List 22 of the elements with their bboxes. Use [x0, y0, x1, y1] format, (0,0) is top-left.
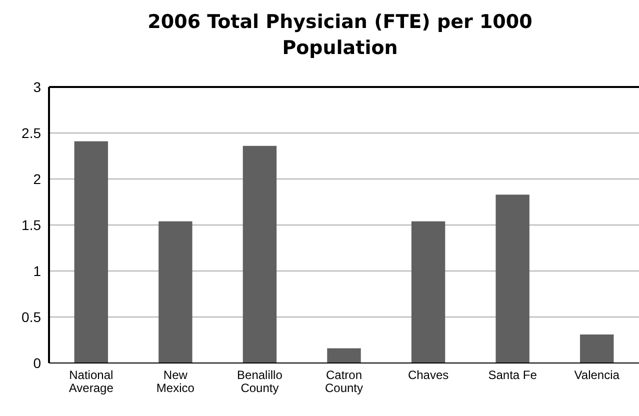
x-tick-label: National Average — [68, 368, 114, 395]
y-tick-label: 1 — [33, 262, 42, 279]
x-tick-label: Benalillo County — [237, 368, 283, 395]
bar — [580, 334, 614, 363]
x-tick-label: Chaves — [408, 368, 449, 382]
x-tick-label: Catron County — [324, 368, 364, 395]
y-tick-label: 0.5 — [22, 308, 42, 325]
y-tick-label: 3 — [33, 78, 42, 95]
bar — [327, 348, 361, 363]
y-tick-label: 2.5 — [22, 124, 42, 141]
x-tick-label: Santa Fe — [488, 368, 538, 382]
x-tick-label: New Mexico — [156, 368, 195, 395]
bar — [496, 194, 530, 363]
x-tick-label: Valencia — [574, 368, 620, 382]
y-tick-label: 2 — [33, 170, 42, 187]
y-tick-label: 1.5 — [22, 216, 42, 233]
chart-title: 2006 Total Physician (FTE) per 1000 Population — [148, 11, 532, 59]
bar — [158, 221, 192, 363]
y-tick-label: 0 — [33, 354, 42, 371]
bar — [411, 221, 446, 363]
bar — [74, 141, 108, 363]
bar — [242, 146, 277, 363]
